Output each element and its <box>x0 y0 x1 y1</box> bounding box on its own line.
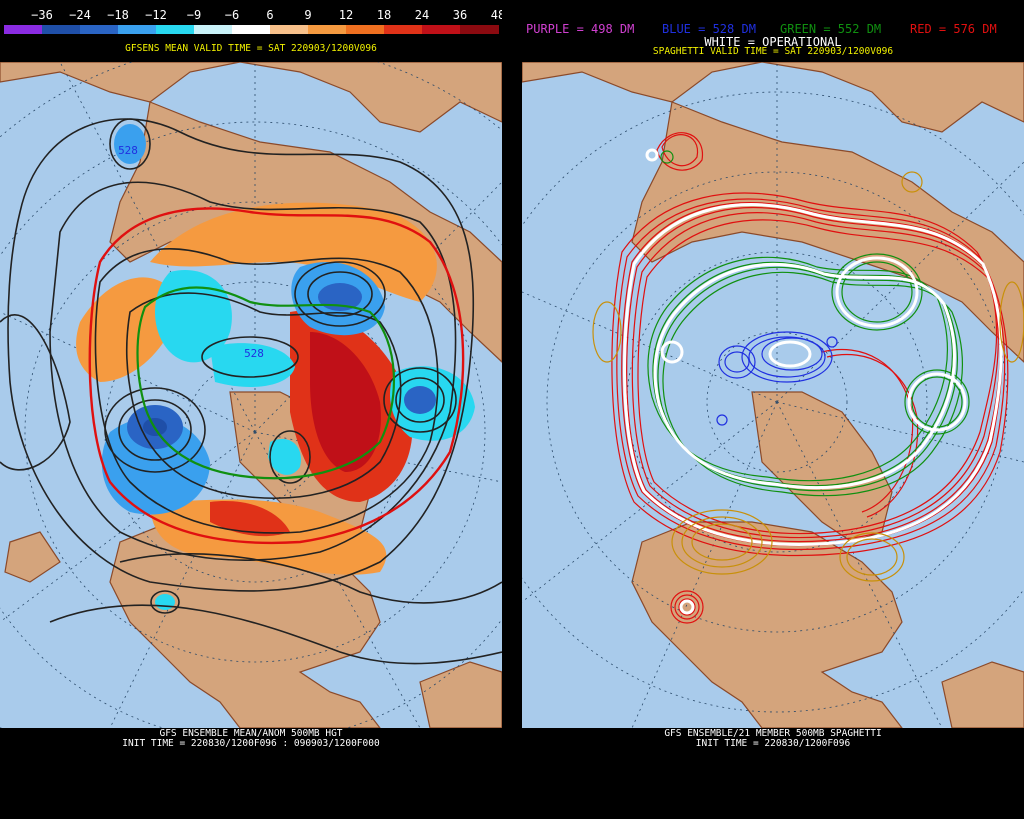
colorbar-swatch <box>194 25 233 34</box>
colorbar-tick-label: −9 <box>186 8 202 22</box>
spaghetti-528dm <box>716 331 838 426</box>
spaghetti-panel: PURPLE = 498 DM BLUE = 528 DM GREEN = 552 … <box>522 0 1024 819</box>
colorbar-swatch <box>270 25 309 34</box>
colorbar-swatch <box>118 25 157 34</box>
colorbar-tick-label: 36 <box>452 8 468 22</box>
colorbar-swatch <box>156 25 195 34</box>
panel-divider <box>502 0 522 819</box>
colorbar-tick-label: −12 <box>145 8 167 22</box>
colorbar-tick-label: 9 <box>304 8 312 22</box>
colorbar-swatch <box>4 25 43 34</box>
colorbar-tick-label: 18 <box>376 8 392 22</box>
mean-footer-init-time: INIT TIME = 220830/1200F096 : 090903/120… <box>122 738 380 749</box>
spaghetti-footer-title: GFS ENSEMBLE/21 MEMBER 500MB SPAGHETTI <box>664 728 882 739</box>
spaghetti-gold-contours <box>592 171 1024 582</box>
colorbar-tick-label: 24 <box>414 8 430 22</box>
spaghetti-map[interactable] <box>522 62 1024 728</box>
spaghetti-legend-item: GREEN = 552 DM <box>780 22 882 36</box>
colorbar-tick-label: 48 <box>490 8 506 22</box>
contour-576dm <box>88 207 465 545</box>
spaghetti-legend-item: RED = 576 DM <box>910 22 997 36</box>
colorbar-tick-label: −24 <box>69 8 91 22</box>
spaghetti-valid-time-title: SPAGHETTI VALID TIME = SAT 220903/1200V0… <box>652 46 894 57</box>
negative-anomaly-fills <box>101 124 475 610</box>
operational-contours <box>623 148 1003 615</box>
spaghetti-map-graphic <box>522 62 1024 728</box>
colorbar-swatch <box>308 25 347 34</box>
mean-anomaly-map[interactable]: 528 528 <box>0 62 502 728</box>
colorbar-swatch <box>346 25 385 34</box>
mean-anomaly-map-graphic: 528 528 <box>0 62 502 728</box>
lat-lon-grid-right <box>522 62 1024 728</box>
contour-552dm <box>136 286 396 480</box>
ensemble-mean-panel: −36 −24 −18 −12 −9 −6 6 9 12 18 24 36 48 GFSENS MEAN… <box>0 0 505 819</box>
colorbar-swatch <box>384 25 423 34</box>
land-masses-right <box>522 62 1024 728</box>
colorbar-swatch <box>80 25 119 34</box>
colorbar-swatch <box>422 25 461 34</box>
contour-label-528-alaska: 528 <box>118 144 138 157</box>
spaghetti-footer-init-time: INIT TIME = 220830/1200F096 <box>695 738 851 749</box>
colorbar-tick-label: 6 <box>266 8 274 22</box>
colorbar-swatch <box>232 25 271 34</box>
colorbar-tick-label: −18 <box>107 8 129 22</box>
spaghetti-576dm <box>611 132 1009 624</box>
mean-footer-title: GFS ENSEMBLE MEAN/ANOM 500MB HGT <box>159 728 343 739</box>
colorbar-swatch <box>42 25 81 34</box>
colorbar-swatch <box>460 25 499 34</box>
spaghetti-legend-item: PURPLE = 498 DM <box>526 22 635 36</box>
spaghetti-legend-item: BLUE = 528 DM <box>662 22 756 36</box>
operational-legend: WHITE = OPERATIONAL <box>704 35 842 49</box>
colorbar-tick-label: 12 <box>338 8 354 22</box>
colorbar-tick-label: −36 <box>31 8 53 22</box>
height-contours <box>0 118 502 665</box>
mean-valid-time-title: GFSENS MEAN VALID TIME = SAT 220903/1200… <box>125 43 377 54</box>
colorbar-tick-label: −6 <box>224 8 240 22</box>
contour-label-528-center: 528 <box>244 347 264 360</box>
